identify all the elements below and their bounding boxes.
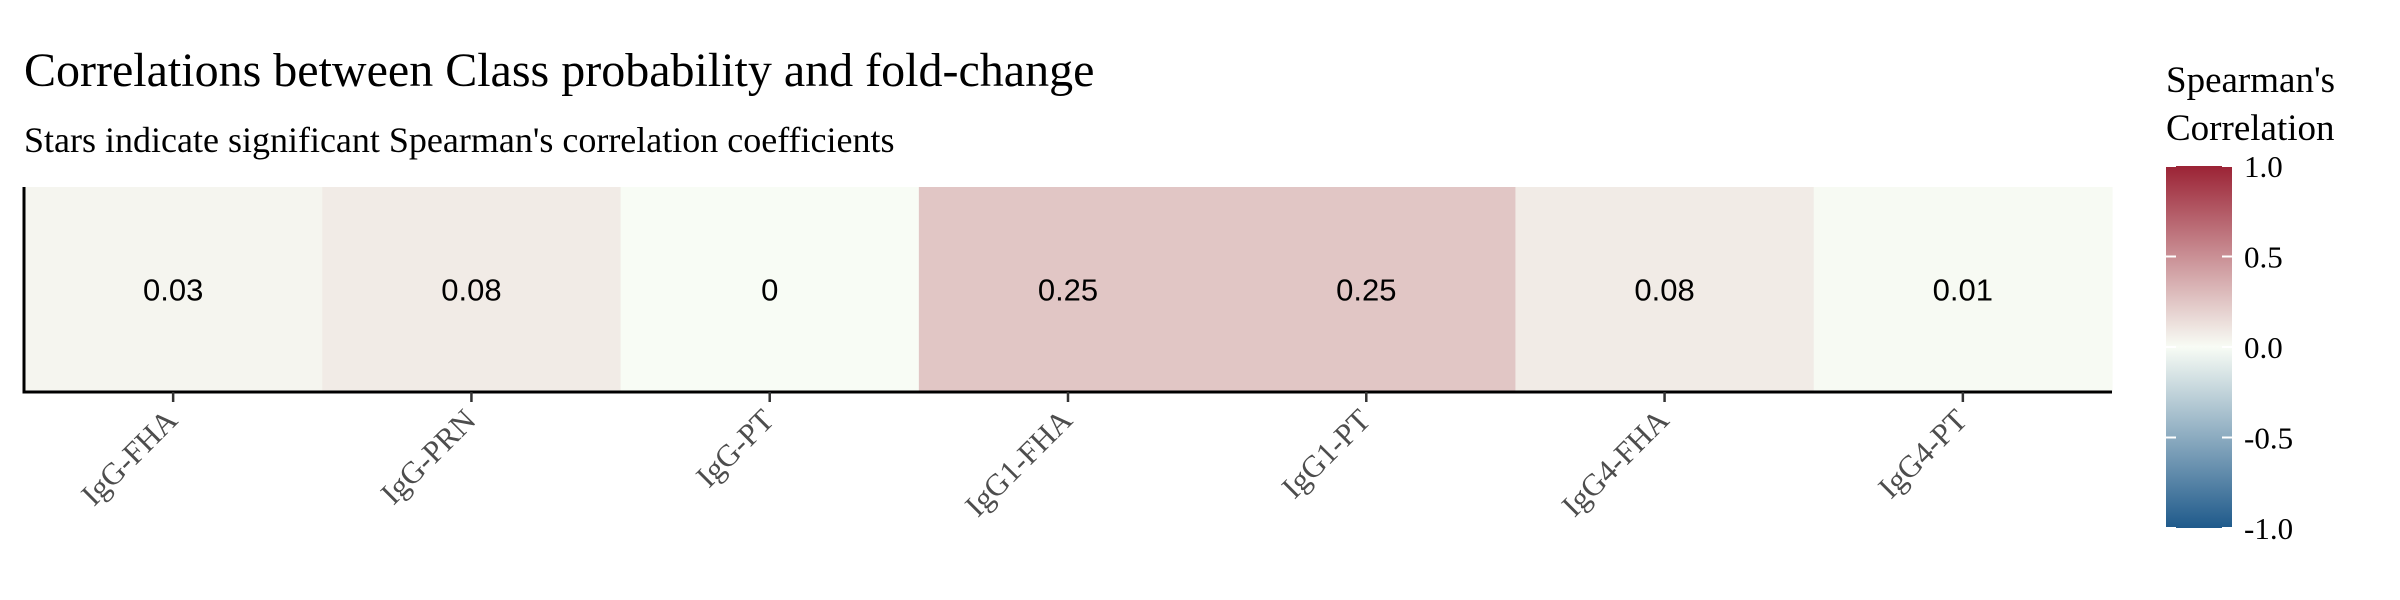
x-tick-label: IgG-FHA xyxy=(74,402,184,512)
x-tick-label: IgG-PT xyxy=(689,402,781,494)
x-tick-label: IgG-PRN xyxy=(374,402,483,511)
chart-title: Correlations between Class probability a… xyxy=(24,44,1094,97)
heatmap-cell xyxy=(620,187,920,392)
x-tick-label: IgG1-PT xyxy=(1275,402,1378,505)
legend-colorbar xyxy=(2166,166,2232,528)
heatmap-cell xyxy=(24,187,323,392)
heatmap-cell xyxy=(1515,187,1815,392)
legend-tick-label: -1.0 xyxy=(2244,511,2293,546)
cell-value-label: 0.03 xyxy=(143,273,203,308)
cell-value-label: 0.08 xyxy=(441,273,501,308)
heatmap-cell xyxy=(1217,187,1517,392)
heatmap-cell xyxy=(1813,187,2113,392)
legend-tick-label: 0.5 xyxy=(2244,240,2283,275)
cell-value-label: 0 xyxy=(761,273,778,308)
x-tick-label: IgG4-FHA xyxy=(1555,402,1676,523)
heatmap-cells: 0.03 0.08 0 0.25 0.25 0.08 0.01 xyxy=(24,187,2113,392)
x-tick-label: IgG1-FHA xyxy=(958,402,1079,523)
chart-subtitle: Stars indicate significant Spearman's co… xyxy=(24,120,895,160)
legend-title: Spearman's xyxy=(2166,60,2335,101)
legend-tick-label: 1.0 xyxy=(2244,149,2283,184)
legend-title: Correlation xyxy=(2166,108,2335,149)
heatmap-cell xyxy=(322,187,622,392)
cell-value-label: 0.25 xyxy=(1336,273,1396,308)
legend-tick-label: 0.0 xyxy=(2244,330,2283,365)
cell-value-label: 0.01 xyxy=(1933,273,1993,308)
cell-value-label: 0.25 xyxy=(1038,273,1098,308)
heatmap-cell xyxy=(918,187,1218,392)
x-tick-label: IgG4-PT xyxy=(1871,402,1974,505)
legend-tick-label: -0.5 xyxy=(2244,421,2293,456)
cell-value-label: 0.08 xyxy=(1634,273,1694,308)
